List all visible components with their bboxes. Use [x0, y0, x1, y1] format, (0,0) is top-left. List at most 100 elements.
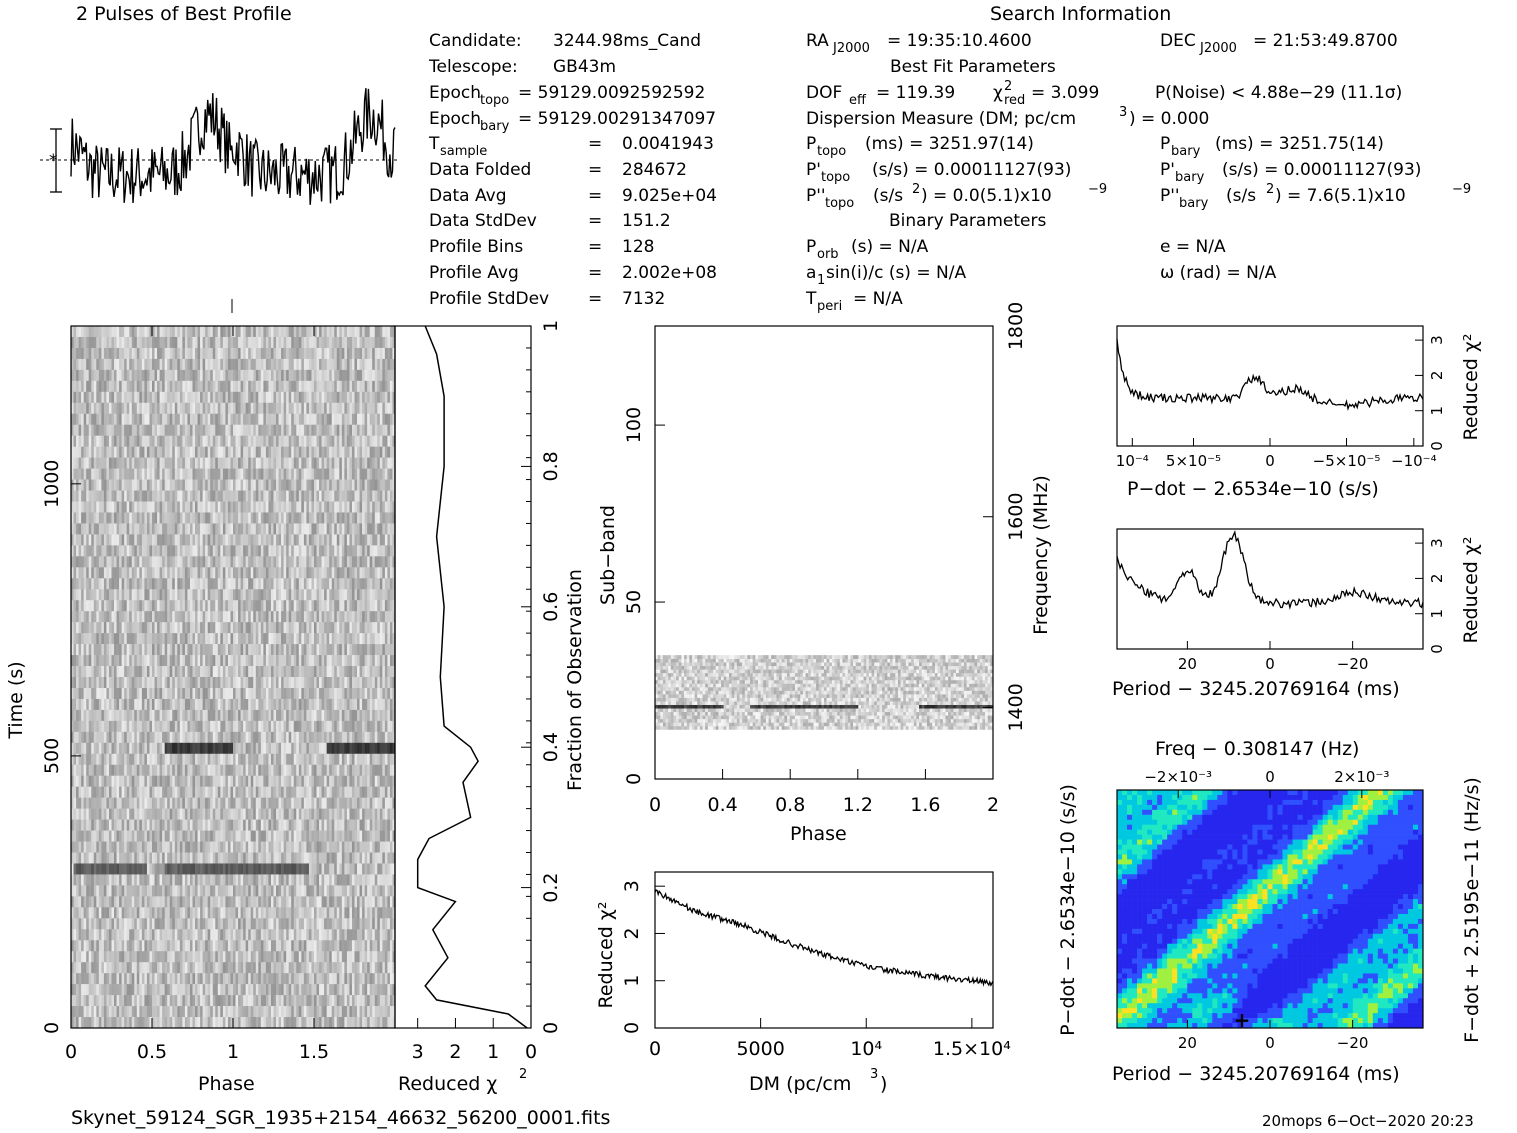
heat-cell	[172, 414, 175, 425]
heat-cell	[84, 348, 87, 359]
heat-cell	[89, 556, 92, 567]
heat-cell	[155, 326, 158, 337]
heat-cell	[119, 447, 122, 458]
heat-cell	[238, 326, 241, 337]
heat-cell	[274, 447, 277, 458]
heat-cell	[137, 611, 140, 622]
heat-cell	[276, 326, 279, 337]
heat-cell	[238, 611, 241, 622]
heat-cell	[213, 611, 216, 622]
heat-cell	[352, 721, 355, 732]
heat-cell	[367, 545, 370, 556]
heat-cell	[385, 447, 388, 458]
heat-cell	[380, 458, 383, 469]
heat-cell	[225, 677, 228, 688]
heat-cell	[372, 348, 375, 359]
heat-cell	[332, 655, 335, 666]
heat-cell	[175, 534, 178, 545]
heat-cell	[172, 556, 175, 567]
heat-cell	[390, 732, 393, 743]
heat-cell	[160, 447, 163, 458]
heat-cell	[276, 622, 279, 633]
heat-cell	[187, 326, 190, 337]
heat-cell	[137, 447, 140, 458]
heat-cell	[355, 414, 358, 425]
heat-cell	[344, 502, 347, 513]
heat-cell	[104, 556, 107, 567]
heat-cell	[306, 414, 309, 425]
heat-cell	[144, 666, 147, 677]
heat-cell	[213, 523, 216, 534]
heat-cell	[281, 480, 284, 491]
heat-cell	[109, 370, 112, 381]
heat-cell	[124, 611, 127, 622]
heat-cell	[157, 480, 160, 491]
heat-cell	[238, 425, 241, 436]
heat-cell	[261, 688, 264, 699]
heat-cell	[175, 414, 178, 425]
heat-cell	[261, 458, 264, 469]
heat-cell	[339, 644, 342, 655]
heat-cell	[101, 480, 104, 491]
heat-cell	[355, 534, 358, 545]
heat-cell	[385, 414, 388, 425]
heat-cell	[198, 721, 201, 732]
heat-cell	[246, 622, 249, 633]
heat-cell	[160, 436, 163, 447]
heat-cell	[79, 534, 82, 545]
heat-cell	[220, 677, 223, 688]
heat-cell	[109, 348, 112, 359]
heat-cell	[210, 534, 213, 545]
heat-cell	[236, 502, 239, 513]
heat-cell	[314, 677, 317, 688]
heat-cell	[301, 436, 304, 447]
heat-cell	[187, 447, 190, 458]
heat-cell	[334, 732, 337, 743]
heat-cell	[132, 534, 135, 545]
heat-cell	[261, 710, 264, 721]
heat-cell	[225, 545, 228, 556]
heat-cell	[228, 370, 231, 381]
heat-cell	[106, 589, 109, 600]
heat-cell	[304, 743, 307, 754]
heat-cell	[203, 710, 206, 721]
heat-cell	[253, 633, 256, 644]
heat-cell	[162, 523, 165, 534]
heat-cell	[377, 425, 380, 436]
heat-cell	[225, 447, 228, 458]
heat-cell	[114, 534, 117, 545]
heat-cell	[322, 622, 325, 633]
heat-cell	[332, 491, 335, 502]
heat-cell	[106, 644, 109, 655]
heat-cell	[281, 556, 284, 567]
heat-cell	[152, 403, 155, 414]
heat-cell	[301, 633, 304, 644]
heat-cell	[170, 545, 173, 556]
heat-cell	[322, 655, 325, 666]
heat-cell	[334, 370, 337, 381]
heat-cell	[241, 567, 244, 578]
heat-cell	[89, 534, 92, 545]
heat-cell	[230, 403, 233, 414]
heat-cell	[94, 381, 97, 392]
heat-cell	[230, 348, 233, 359]
heat-cell	[144, 458, 147, 469]
heat-cell	[324, 567, 327, 578]
heat-cell	[387, 578, 390, 589]
heat-cell	[200, 699, 203, 710]
heat-cell	[332, 611, 335, 622]
heat-cell	[301, 688, 304, 699]
heat-cell	[266, 644, 269, 655]
heat-cell	[190, 359, 193, 370]
heat-cell	[233, 644, 236, 655]
heat-cell	[149, 425, 152, 436]
heat-cell	[279, 370, 282, 381]
heat-cell	[132, 491, 135, 502]
heat-cell	[271, 644, 274, 655]
heat-cell	[304, 447, 307, 458]
heat-cell	[114, 359, 117, 370]
heat-cell	[334, 447, 337, 458]
heat-cell	[152, 710, 155, 721]
heat-cell	[306, 381, 309, 392]
heat-cell	[205, 743, 208, 754]
